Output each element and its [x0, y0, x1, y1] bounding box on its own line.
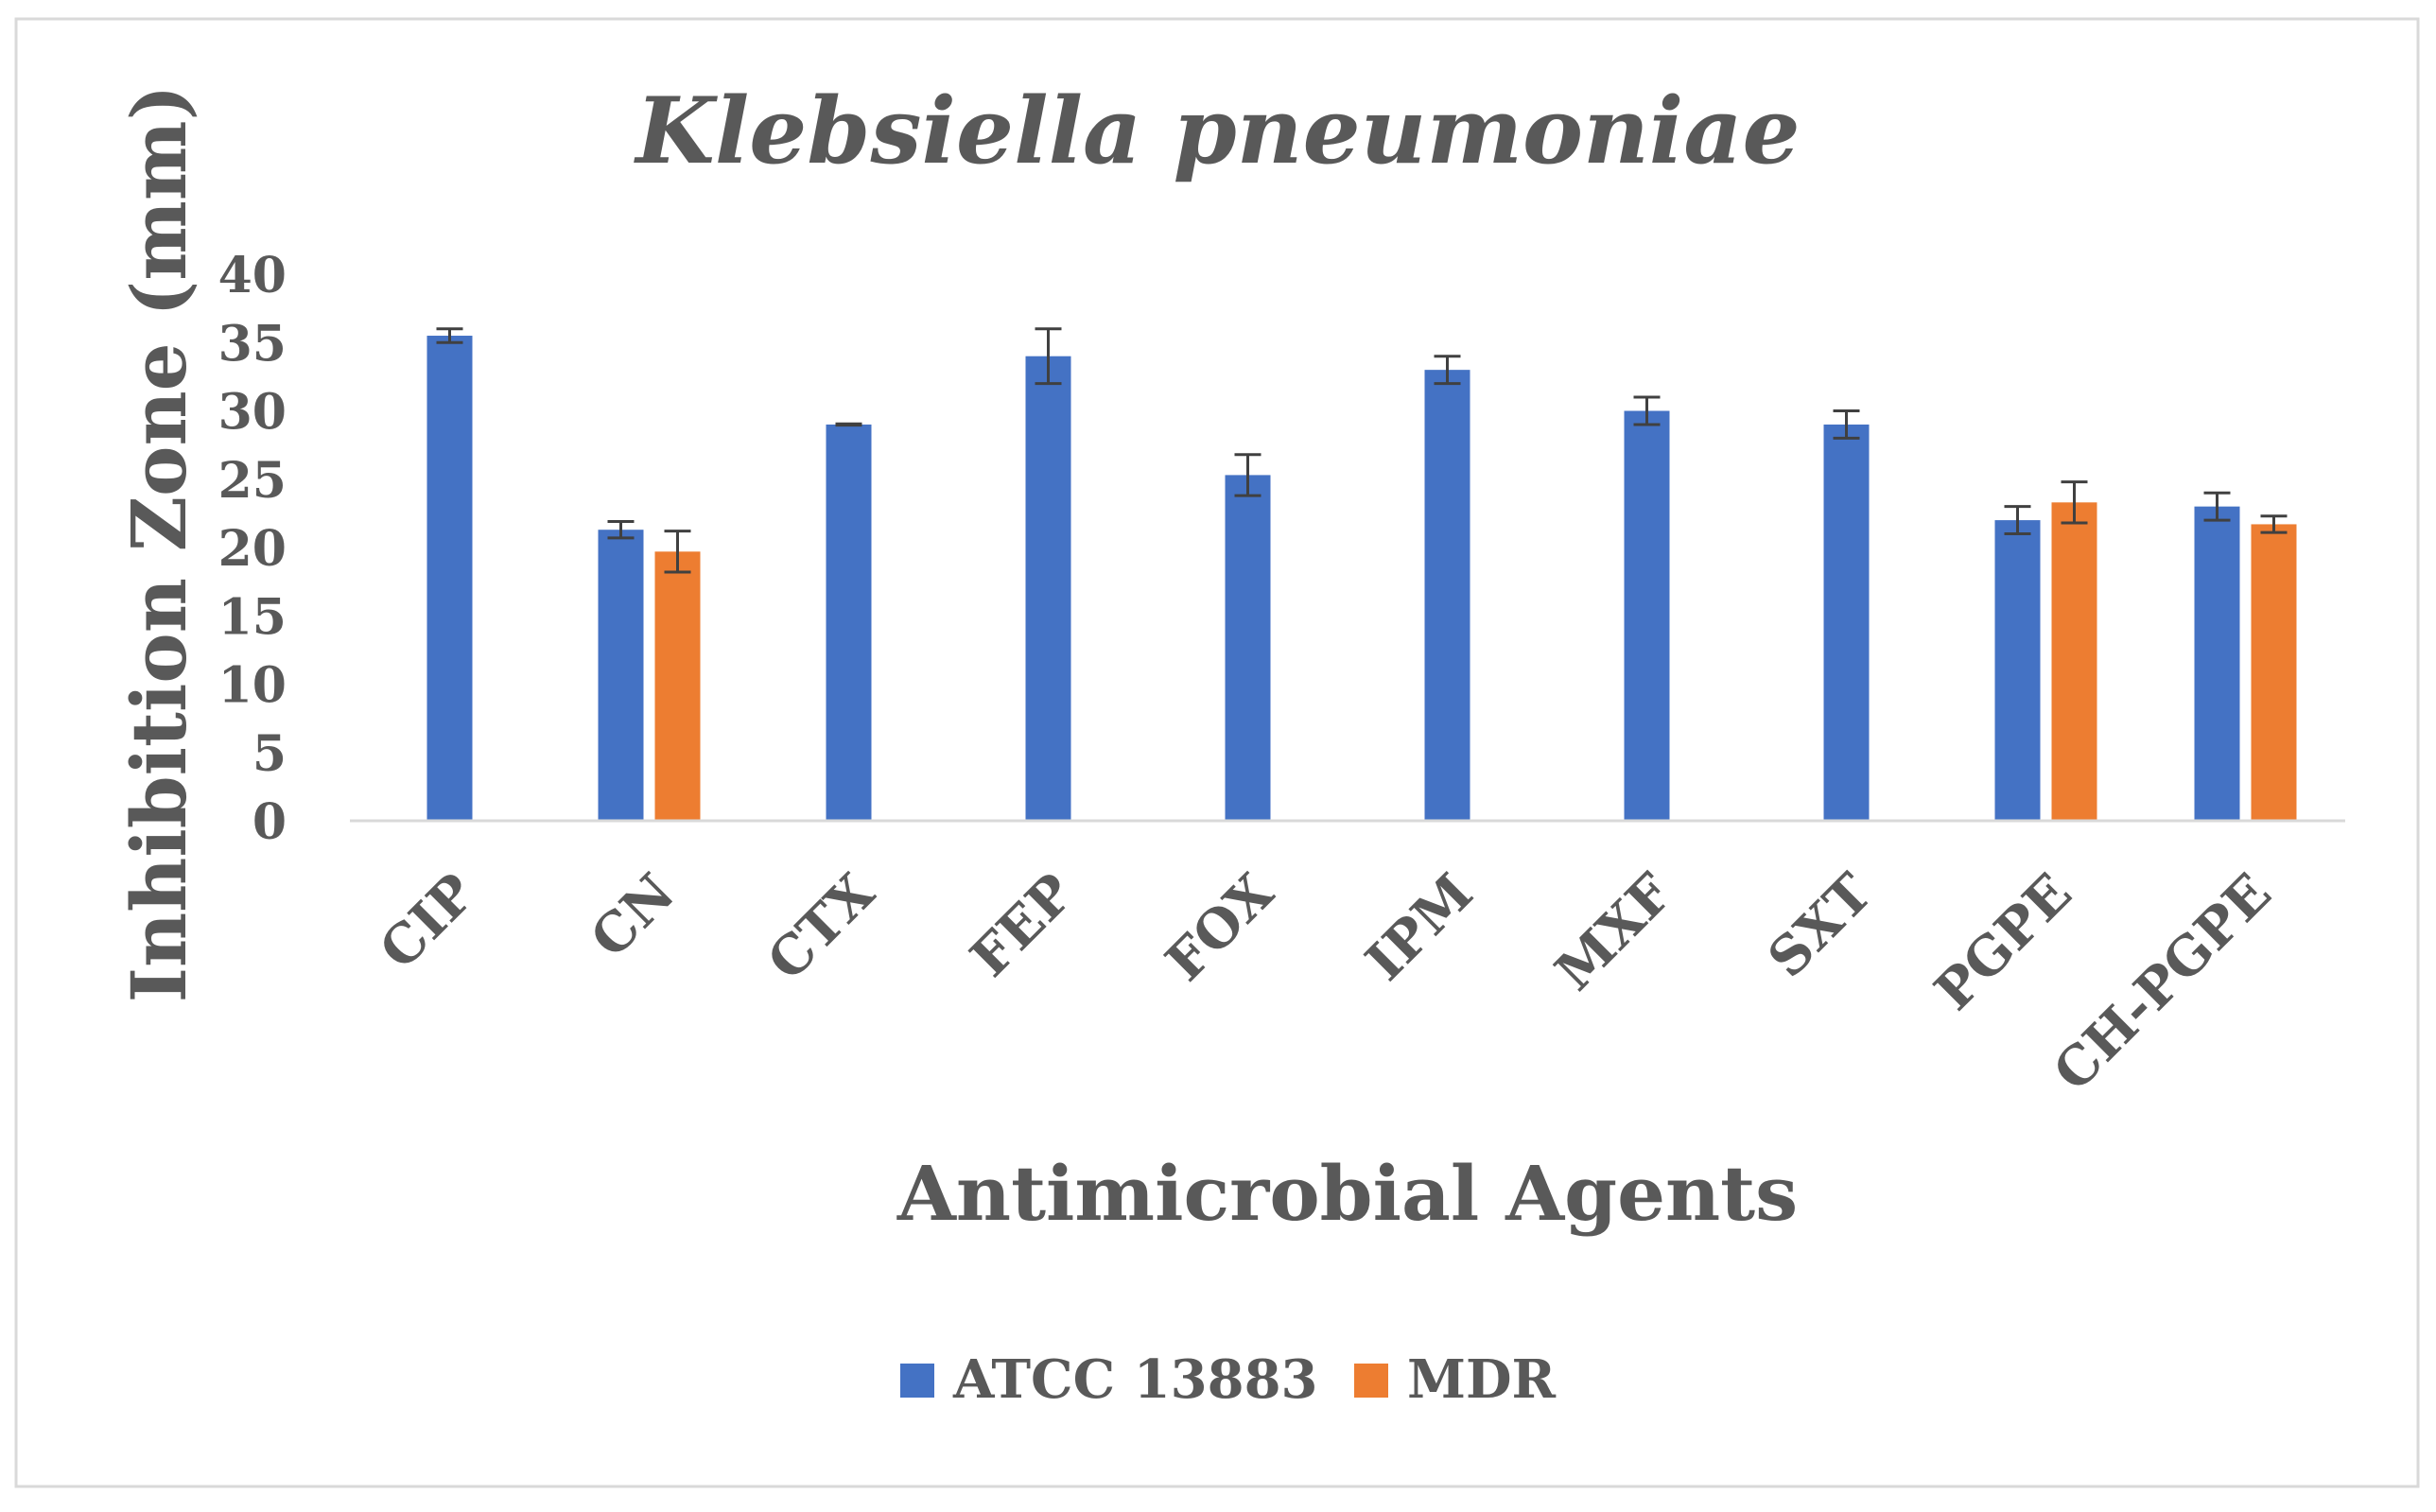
bar-fep-atcc[interactable] — [1025, 356, 1071, 821]
y-axis-ticks: 0 5 10 15 20 25 30 35 40 — [218, 247, 287, 851]
error-bar-ctx-atcc — [835, 422, 862, 427]
bar-ch-pgpe-mdr[interactable] — [2251, 524, 2297, 821]
y-tick-label-20: 20 — [218, 520, 287, 578]
y-tick-label-15: 15 — [218, 588, 287, 646]
chart-title: Klebsiella pneumoniae — [633, 78, 1800, 184]
bar-mxf-atcc[interactable] — [1624, 410, 1670, 822]
bar-fox-atcc[interactable] — [1225, 475, 1271, 821]
bar-ctx-atcc[interactable] — [826, 424, 872, 821]
error-bars-layer — [436, 327, 2288, 574]
error-bar-mxf-atcc — [1633, 395, 1661, 426]
error-bar-ipm-atcc — [1434, 355, 1461, 386]
legend-item-atcc[interactable]: ATCC 13883 — [900, 1348, 1318, 1411]
y-tick-label-0: 0 — [252, 793, 287, 851]
legend-label-mdr: MDR — [1407, 1348, 1557, 1411]
bar-ch-pgpe-atcc[interactable] — [2194, 506, 2240, 821]
bar-cip-atcc[interactable] — [426, 336, 473, 821]
legend[interactable]: ATCC 13883 MDR — [900, 1348, 1557, 1411]
bar-cn-mdr[interactable] — [654, 551, 701, 821]
error-bar-ch-pgpe-mdr — [2260, 514, 2288, 534]
error-bar-cip-atcc — [436, 327, 463, 344]
error-bar-ch-pgpe-atcc — [2203, 491, 2231, 522]
bar-cn-atcc[interactable] — [598, 530, 644, 821]
y-tick-label-25: 25 — [218, 452, 287, 510]
error-bar-sxt-atcc — [1833, 409, 1860, 440]
error-bar-pgpe-mdr — [2061, 480, 2088, 525]
x-axis-label: Antimicrobial Agents — [896, 1149, 1798, 1238]
error-bar-fox-atcc — [1234, 453, 1262, 497]
y-tick-label-10: 10 — [218, 657, 287, 715]
error-bar-cn-mdr — [664, 530, 691, 574]
legend-swatch-atcc — [900, 1364, 934, 1398]
legend-item-mdr[interactable]: MDR — [1354, 1348, 1557, 1411]
bar-ipm-atcc[interactable] — [1424, 370, 1470, 821]
y-tick-label-5: 5 — [252, 725, 287, 783]
y-axis-label: Inhibition Zone (mm) — [114, 85, 203, 1003]
bar-pgpe-atcc[interactable] — [1994, 520, 2041, 821]
y-tick-label-35: 35 — [218, 315, 287, 373]
bar-pgpe-mdr[interactable] — [2051, 502, 2097, 821]
bar-sxt-atcc[interactable] — [1823, 424, 1870, 821]
legend-label-atcc: ATCC 13883 — [952, 1348, 1318, 1411]
y-tick-label-40: 40 — [218, 247, 287, 304]
error-bar-pgpe-atcc — [2004, 505, 2031, 536]
bars-layer — [426, 336, 2297, 822]
legend-swatch-mdr — [1354, 1364, 1388, 1398]
error-bar-fep-atcc — [1035, 327, 1062, 386]
error-bar-cn-atcc — [607, 520, 635, 540]
y-tick-label-30: 30 — [218, 384, 287, 442]
